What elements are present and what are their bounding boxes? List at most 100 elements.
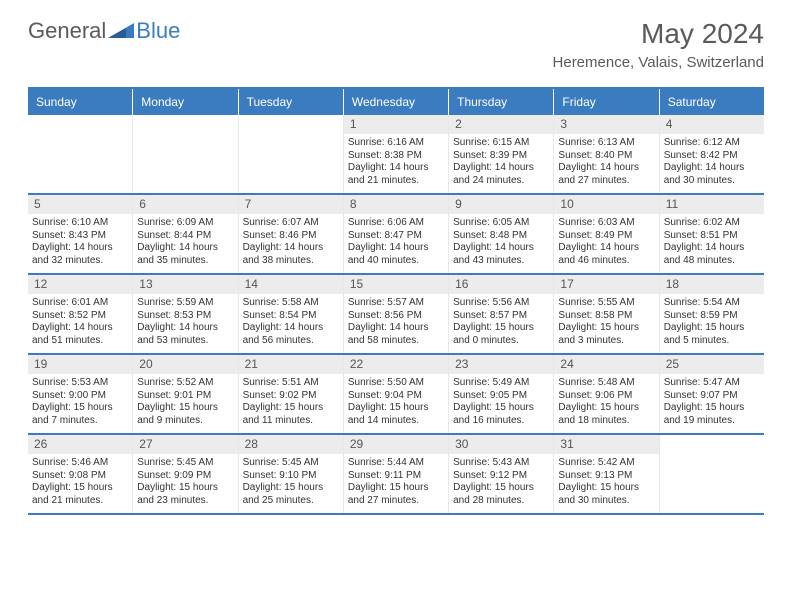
day-number: 30 — [449, 435, 553, 454]
sunrise-text: Sunrise: 5:53 AM — [32, 377, 128, 390]
sunrise-text: Sunrise: 5:47 AM — [664, 377, 760, 390]
sunset-text: Sunset: 9:08 PM — [32, 470, 128, 483]
daylight1-text: Daylight: 15 hours — [137, 482, 233, 495]
sunrise-text: Sunrise: 6:01 AM — [32, 297, 128, 310]
day-header-row: SundayMondayTuesdayWednesdayThursdayFrid… — [28, 89, 764, 115]
daylight2-text: and 53 minutes. — [137, 335, 233, 348]
day-number: 2 — [449, 115, 553, 134]
sunrise-text: Sunrise: 6:05 AM — [453, 217, 549, 230]
day-cell: 4Sunrise: 6:12 AMSunset: 8:42 PMDaylight… — [660, 115, 764, 193]
daylight1-text: Daylight: 14 hours — [558, 242, 654, 255]
daylight2-text: and 40 minutes. — [348, 255, 444, 268]
daylight2-text: and 30 minutes. — [558, 495, 654, 508]
page-header: General Blue May 2024 Heremence, Valais,… — [0, 0, 792, 79]
sunrise-text: Sunrise: 6:02 AM — [664, 217, 760, 230]
week-row: 1Sunrise: 6:16 AMSunset: 8:38 PMDaylight… — [28, 115, 764, 195]
daylight2-text: and 32 minutes. — [32, 255, 128, 268]
month-title: May 2024 — [553, 18, 764, 50]
day-number: 21 — [239, 355, 343, 374]
day-number: 16 — [449, 275, 553, 294]
day-number: 10 — [554, 195, 658, 214]
sunset-text: Sunset: 8:42 PM — [664, 150, 760, 163]
daylight2-text: and 18 minutes. — [558, 415, 654, 428]
sunrise-text: Sunrise: 5:48 AM — [558, 377, 654, 390]
daylight2-text: and 38 minutes. — [243, 255, 339, 268]
title-block: May 2024 Heremence, Valais, Switzerland — [553, 18, 764, 71]
day-cell: 26Sunrise: 5:46 AMSunset: 9:08 PMDayligh… — [28, 435, 133, 513]
sunset-text: Sunset: 8:52 PM — [32, 310, 128, 323]
brand-general: General — [28, 18, 106, 44]
sunrise-text: Sunrise: 6:10 AM — [32, 217, 128, 230]
day-cell: 24Sunrise: 5:48 AMSunset: 9:06 PMDayligh… — [554, 355, 659, 433]
daylight1-text: Daylight: 14 hours — [137, 242, 233, 255]
sunset-text: Sunset: 8:47 PM — [348, 230, 444, 243]
day-cell: 25Sunrise: 5:47 AMSunset: 9:07 PMDayligh… — [660, 355, 764, 433]
weeks-container: 1Sunrise: 6:16 AMSunset: 8:38 PMDaylight… — [28, 115, 764, 515]
day-number: 4 — [660, 115, 764, 134]
day-number: 25 — [660, 355, 764, 374]
sunrise-text: Sunrise: 5:56 AM — [453, 297, 549, 310]
daylight2-text: and 0 minutes. — [453, 335, 549, 348]
day-number: 26 — [28, 435, 132, 454]
sunrise-text: Sunrise: 6:15 AM — [453, 137, 549, 150]
sunrise-text: Sunrise: 5:55 AM — [558, 297, 654, 310]
sunrise-text: Sunrise: 5:58 AM — [243, 297, 339, 310]
day-number: 9 — [449, 195, 553, 214]
sunrise-text: Sunrise: 5:45 AM — [137, 457, 233, 470]
day-header: Saturday — [660, 89, 764, 115]
day-cell: 27Sunrise: 5:45 AMSunset: 9:09 PMDayligh… — [133, 435, 238, 513]
day-cell — [660, 435, 764, 513]
sunset-text: Sunset: 9:12 PM — [453, 470, 549, 483]
daylight1-text: Daylight: 14 hours — [243, 322, 339, 335]
sunset-text: Sunset: 8:57 PM — [453, 310, 549, 323]
day-cell: 18Sunrise: 5:54 AMSunset: 8:59 PMDayligh… — [660, 275, 764, 353]
daylight2-text: and 58 minutes. — [348, 335, 444, 348]
daylight1-text: Daylight: 15 hours — [664, 322, 760, 335]
day-cell: 29Sunrise: 5:44 AMSunset: 9:11 PMDayligh… — [344, 435, 449, 513]
day-cell: 17Sunrise: 5:55 AMSunset: 8:58 PMDayligh… — [554, 275, 659, 353]
daylight1-text: Daylight: 14 hours — [453, 242, 549, 255]
daylight1-text: Daylight: 14 hours — [348, 322, 444, 335]
day-number: 14 — [239, 275, 343, 294]
daylight1-text: Daylight: 15 hours — [453, 402, 549, 415]
day-number: 28 — [239, 435, 343, 454]
sunset-text: Sunset: 8:53 PM — [137, 310, 233, 323]
daylight2-text: and 30 minutes. — [664, 175, 760, 188]
day-cell: 22Sunrise: 5:50 AMSunset: 9:04 PMDayligh… — [344, 355, 449, 433]
sunrise-text: Sunrise: 5:49 AM — [453, 377, 549, 390]
day-cell: 30Sunrise: 5:43 AMSunset: 9:12 PMDayligh… — [449, 435, 554, 513]
sunrise-text: Sunrise: 5:50 AM — [348, 377, 444, 390]
daylight2-text: and 51 minutes. — [32, 335, 128, 348]
daylight2-text: and 3 minutes. — [558, 335, 654, 348]
day-header: Thursday — [449, 89, 554, 115]
daylight2-text: and 28 minutes. — [453, 495, 549, 508]
day-number: 7 — [239, 195, 343, 214]
sunset-text: Sunset: 8:40 PM — [558, 150, 654, 163]
day-header: Friday — [554, 89, 659, 115]
daylight1-text: Daylight: 14 hours — [664, 162, 760, 175]
day-cell: 11Sunrise: 6:02 AMSunset: 8:51 PMDayligh… — [660, 195, 764, 273]
day-cell: 2Sunrise: 6:15 AMSunset: 8:39 PMDaylight… — [449, 115, 554, 193]
sunset-text: Sunset: 9:10 PM — [243, 470, 339, 483]
day-cell: 14Sunrise: 5:58 AMSunset: 8:54 PMDayligh… — [239, 275, 344, 353]
daylight1-text: Daylight: 14 hours — [348, 242, 444, 255]
sunset-text: Sunset: 9:09 PM — [137, 470, 233, 483]
sunrise-text: Sunrise: 5:57 AM — [348, 297, 444, 310]
daylight1-text: Daylight: 14 hours — [664, 242, 760, 255]
day-number: 5 — [28, 195, 132, 214]
sunset-text: Sunset: 9:00 PM — [32, 390, 128, 403]
daylight2-text: and 16 minutes. — [453, 415, 549, 428]
day-cell: 1Sunrise: 6:16 AMSunset: 8:38 PMDaylight… — [344, 115, 449, 193]
sunrise-text: Sunrise: 5:44 AM — [348, 457, 444, 470]
day-cell: 21Sunrise: 5:51 AMSunset: 9:02 PMDayligh… — [239, 355, 344, 433]
daylight2-text: and 14 minutes. — [348, 415, 444, 428]
sunset-text: Sunset: 9:04 PM — [348, 390, 444, 403]
sunset-text: Sunset: 9:05 PM — [453, 390, 549, 403]
sunset-text: Sunset: 9:13 PM — [558, 470, 654, 483]
daylight1-text: Daylight: 15 hours — [453, 322, 549, 335]
day-number: 15 — [344, 275, 448, 294]
sunset-text: Sunset: 8:43 PM — [32, 230, 128, 243]
sunset-text: Sunset: 8:39 PM — [453, 150, 549, 163]
daylight1-text: Daylight: 14 hours — [137, 322, 233, 335]
daylight1-text: Daylight: 15 hours — [348, 482, 444, 495]
